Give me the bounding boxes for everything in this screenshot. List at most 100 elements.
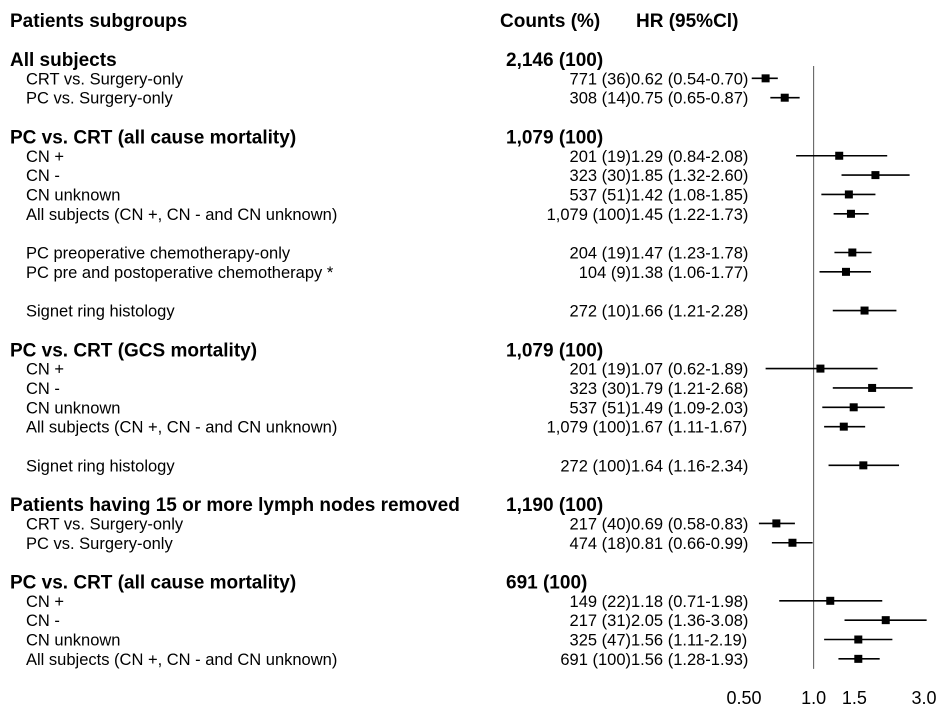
counts-value: 1,079 (100) — [547, 206, 631, 224]
counts-value: 217 (31) — [570, 612, 631, 630]
group-label: PC vs. CRT (all cause mortality) — [10, 572, 296, 593]
subgroup-label: All subjects (CN +, CN - and CN unknown) — [26, 419, 337, 437]
hr-point — [859, 461, 868, 470]
group-counts: 1,079 (100) — [506, 127, 603, 148]
subgroup-row: CN unknown 537 (51) 1.42 (1.08-1.85) — [26, 186, 876, 204]
group-counts: 1,079 (100) — [506, 340, 603, 361]
hr-value: 1.67 (1.11-1.67) — [631, 419, 747, 437]
subgroup-row: PC pre and postoperative chemotherapy * 1… — [26, 264, 871, 282]
counts-value: 272 (100) — [560, 457, 631, 475]
subgroup-row: Signet ring histology 272 (100) 1.64 (1.16… — [26, 457, 900, 475]
subgroup-row: CRT vs. Surgery-only 217 (40) 0.69 (0.58-0… — [26, 515, 795, 533]
subgroup-label: CN - — [26, 612, 60, 630]
hr-value: 1.47 (1.23-1.78) — [631, 245, 748, 263]
subgroup-row: PC vs. Surgery-only 474 (18) 0.81 (0.66-0.… — [26, 535, 813, 553]
x-tick-label: 1.5 — [842, 688, 867, 708]
subgroup-row: CN unknown 537 (51) 1.49 (1.09-2.03) — [26, 399, 885, 417]
subgroup-row: All subjects (CN +, CN - and CN unknown)… — [26, 419, 866, 437]
hr-point — [839, 422, 848, 431]
subgroup-row: CN - 217 (31) 2.05 (1.36-3.08) — [26, 612, 927, 630]
hr-point — [788, 538, 797, 547]
subgroup-label: CN unknown — [26, 399, 120, 417]
counts-value: 474 (18) — [570, 535, 631, 553]
group-row: PC vs. CRT (all cause mortality) 691 (100… — [10, 572, 587, 593]
counts-value: 217 (40) — [570, 515, 631, 533]
hr-point — [846, 209, 855, 218]
hr-value: 0.75 (0.65-0.87) — [631, 90, 748, 108]
subgroup-label: CRT vs. Surgery-only — [26, 515, 184, 533]
hr-value: 1.07 (0.62-1.89) — [631, 361, 748, 379]
counts-value: 323 (30) — [570, 167, 631, 185]
subgroup-row: PC vs. Surgery-only 308 (14) 0.75 (0.65-0.… — [26, 90, 800, 108]
rows: All subjects 2,146 (100)CRT vs. Surgery-o… — [10, 50, 927, 669]
hr-point — [844, 190, 853, 199]
x-tick-label: 1.0 — [801, 688, 826, 708]
group-counts: 1,190 (100) — [506, 495, 603, 516]
subgroup-row: CN + 201 (19) 1.07 (0.62-1.89) — [26, 361, 878, 379]
hr-value: 1.56 (1.28-1.93) — [631, 651, 748, 669]
x-tick-label: 0.50 — [726, 688, 761, 708]
group-counts: 691 (100) — [506, 572, 587, 593]
hr-point — [871, 171, 880, 180]
group-label: Patients having 15 or more lymph nodes r… — [10, 495, 460, 516]
subgroup-label: PC vs. Surgery-only — [26, 90, 173, 108]
counts-value: 308 (14) — [570, 90, 631, 108]
hr-value: 1.85 (1.32-2.60) — [631, 167, 748, 185]
subgroup-label: All subjects (CN +, CN - and CN unknown) — [26, 206, 337, 224]
hr-value: 1.56 (1.11-2.19) — [631, 632, 747, 650]
hr-point — [761, 74, 770, 83]
counts-value: 201 (19) — [570, 148, 631, 166]
counts-value: 149 (22) — [570, 593, 631, 611]
subgroup-row: CN + 149 (22) 1.18 (0.71-1.98) — [26, 593, 883, 611]
hr-value: 1.18 (0.71-1.98) — [631, 593, 748, 611]
hr-point — [816, 364, 825, 373]
group-row: Patients having 15 or more lymph nodes r… — [10, 495, 603, 516]
hr-value: 1.64 (1.16-2.34) — [631, 457, 748, 475]
counts-value: 691 (100) — [560, 651, 631, 669]
hr-value: 1.66 (1.21-2.28) — [631, 303, 748, 321]
subgroup-label: CN unknown — [26, 632, 120, 650]
subgroup-row: CN - 323 (30) 1.85 (1.32-2.60) — [26, 167, 910, 185]
subgroup-label: PC vs. Surgery-only — [26, 535, 173, 553]
hr-value: 1.42 (1.08-1.85) — [631, 186, 748, 204]
subgroup-row: All subjects (CN +, CN - and CN unknown)… — [26, 651, 880, 669]
subgroup-label: CN unknown — [26, 186, 120, 204]
subgroup-row: CRT vs. Surgery-only 771 (36) 0.62 (0.54-0… — [26, 70, 778, 88]
counts-value: 104 (9) — [579, 264, 631, 282]
hr-point — [881, 616, 890, 625]
subgroup-row: CN - 323 (30) 1.79 (1.21-2.68) — [26, 380, 913, 398]
hr-value: 0.62 (0.54-0.70) — [631, 70, 748, 88]
counts-value: 201 (19) — [570, 361, 631, 379]
counts-value: 323 (30) — [570, 380, 631, 398]
subgroup-label: All subjects (CN +, CN - and CN unknown) — [26, 651, 337, 669]
hr-value: 1.29 (0.84-2.08) — [631, 148, 748, 166]
subgroup-label: PC preoperative chemotherapy-only — [26, 245, 291, 263]
hr-value: 1.79 (1.21-2.68) — [631, 380, 748, 398]
hr-point — [854, 635, 863, 644]
subgroup-label: CN + — [26, 361, 64, 379]
hr-point — [826, 596, 835, 605]
hr-point — [868, 383, 877, 392]
group-counts: 2,146 (100) — [506, 50, 603, 71]
group-row: PC vs. CRT (GCS mortality) 1,079 (100) — [10, 340, 603, 361]
hr-point — [849, 403, 858, 412]
hr-point — [841, 267, 850, 276]
subgroup-label: CN - — [26, 167, 60, 185]
hr-value: 0.69 (0.58-0.83) — [631, 515, 748, 533]
hr-value: 1.49 (1.09-2.03) — [631, 399, 748, 417]
subgroup-label: Signet ring histology — [26, 303, 175, 321]
header-row: Patients subgroups Counts (%) HR (95%Cl) — [10, 11, 738, 32]
group-label: PC vs. CRT (GCS mortality) — [10, 340, 257, 361]
counts-value: 204 (19) — [570, 245, 631, 263]
header-hr: HR (95%Cl) — [636, 11, 738, 32]
subgroup-label: PC pre and postoperative chemotherapy * — [26, 264, 334, 282]
subgroup-label: Signet ring histology — [26, 457, 175, 475]
hr-point — [772, 519, 781, 528]
counts-value: 537 (51) — [570, 186, 631, 204]
group-label: All subjects — [10, 50, 117, 71]
counts-value: 325 (47) — [570, 632, 631, 650]
hr-value: 2.05 (1.36-3.08) — [631, 612, 748, 630]
hr-value: 0.81 (0.66-0.99) — [631, 535, 748, 553]
group-row: PC vs. CRT (all cause mortality) 1,079 (1… — [10, 127, 603, 148]
